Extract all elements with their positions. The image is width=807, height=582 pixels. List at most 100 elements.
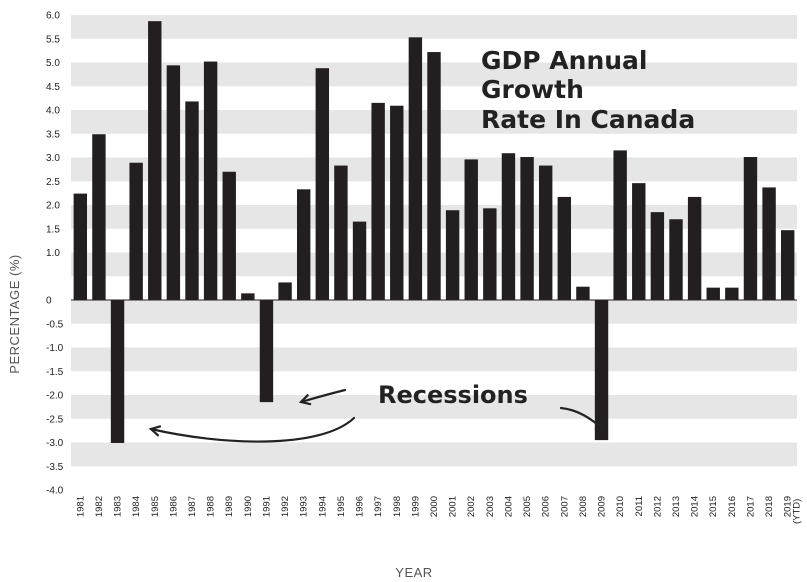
- arrow-to-1991: [301, 388, 347, 402]
- y-tick-label: -1.0: [46, 343, 64, 354]
- x-tick-label: 1987: [187, 496, 198, 517]
- bar-2018: [762, 187, 776, 300]
- x-tick-label: 1996: [355, 496, 366, 517]
- bar-2005: [520, 157, 534, 300]
- x-tick-label: 2012: [652, 496, 663, 517]
- x-tick-label: 2009: [597, 496, 608, 517]
- x-axis-label: YEAR: [395, 565, 432, 580]
- x-tick-label: 2014: [690, 496, 701, 517]
- y-tick-label: -2.5: [46, 414, 64, 425]
- bar-2008: [576, 286, 590, 300]
- grid-band: [71, 300, 797, 324]
- bar-2006: [538, 165, 553, 300]
- y-tick-label: 2.0: [46, 201, 60, 212]
- y-tick-label: -4.0: [46, 486, 64, 497]
- y-tick-label: 1.5: [46, 224, 60, 235]
- x-tick-label: 2010: [615, 496, 626, 517]
- bar-1985: [148, 21, 162, 300]
- x-tick-label: 1994: [317, 496, 328, 517]
- bar-1992: [278, 282, 292, 300]
- x-tick-label: 2006: [541, 496, 552, 517]
- y-tick-label: -3.5: [46, 462, 64, 473]
- y-tick-label: -2.0: [46, 391, 64, 402]
- x-tick-label: 1982: [94, 496, 105, 517]
- bar-2013: [669, 219, 683, 300]
- y-tick-label: -0.5: [46, 319, 64, 330]
- x-tick-label: 2007: [559, 496, 570, 517]
- bar-1997: [371, 102, 385, 301]
- y-tick-label: -3.0: [46, 438, 64, 449]
- bar-1987: [185, 101, 199, 300]
- bar-2015: [706, 287, 720, 300]
- y-tick-label: 6.0: [46, 11, 60, 22]
- bar-2019: [780, 230, 795, 300]
- y-axis-ticks: 6.0 5.5 5.0 4.5 4.0 3.5 3.0 2.5 2.0 1.5 1.0 0 -0.5 -1…: [46, 11, 64, 497]
- grid-band: [71, 347, 797, 372]
- bar-2004: [501, 153, 516, 300]
- x-tick-label: 1999: [410, 496, 421, 517]
- x-tick-label: 2019: [783, 496, 794, 517]
- bar-2007: [557, 196, 572, 300]
- bar-1998: [390, 105, 404, 300]
- x-tick-label: 2015: [708, 496, 719, 517]
- chart-title-line-2: Growth: [481, 75, 584, 104]
- y-tick-label: 2.5: [46, 177, 60, 188]
- x-tick-label: 1988: [206, 496, 217, 517]
- x-tick-label: 2008: [578, 496, 589, 517]
- y-tick-label: 3.0: [46, 153, 60, 164]
- bar-1995: [334, 165, 348, 300]
- bar-2010: [613, 150, 627, 301]
- x-tick-label: 2005: [522, 496, 533, 517]
- arrow-to-2009: [559, 406, 605, 430]
- x-tick-label: 2002: [466, 496, 477, 517]
- x-tick-label: 2018: [764, 496, 775, 517]
- bar-1990: [241, 293, 255, 300]
- x-tick-label: 1993: [299, 496, 310, 517]
- bar-2011: [632, 183, 646, 300]
- grid-band: [71, 442, 797, 467]
- y-tick-label: 4.0: [46, 106, 60, 117]
- x-tick-label: 2000: [429, 496, 440, 517]
- bar-1981: [73, 193, 88, 300]
- bar-2012: [650, 212, 665, 300]
- bars: [73, 21, 795, 443]
- bar-2002: [464, 159, 478, 300]
- bar-2014: [687, 196, 702, 300]
- x-tick-label: 2017: [745, 496, 756, 517]
- x-tick-label: 1986: [168, 496, 179, 517]
- bar-2003: [483, 208, 497, 300]
- bar-2001: [445, 210, 460, 300]
- bar-2000: [427, 52, 441, 300]
- arrow-to-1983: [151, 416, 356, 443]
- grid-band: [71, 395, 797, 419]
- grid-band: [71, 15, 797, 39]
- x-tick-label: 2016: [727, 496, 738, 517]
- x-tick-label: 1991: [261, 496, 272, 517]
- bar-1999: [408, 37, 423, 300]
- y-tick-label: 5.0: [46, 58, 60, 69]
- x-tick-label: 1984: [131, 496, 142, 517]
- x-tick-label: 1983: [113, 496, 124, 517]
- x-tick-label: 1998: [392, 496, 403, 517]
- x-tick-label: 1981: [75, 496, 86, 517]
- y-tick-label: 1.0: [46, 248, 60, 259]
- y-tick-label: 0: [46, 296, 52, 307]
- x-tick-label: 2004: [503, 496, 514, 517]
- x-tick-label: 1995: [336, 496, 347, 517]
- bar-1994: [315, 68, 330, 300]
- x-tick-label: 1989: [224, 496, 235, 517]
- bar-2017: [743, 157, 758, 300]
- bar-1986: [166, 65, 181, 300]
- bar-1993: [296, 189, 311, 300]
- x-tick-label: 2011: [634, 496, 645, 516]
- bar-1983: [110, 300, 125, 443]
- recession-arrows: [151, 388, 605, 443]
- x-tick-label: 2013: [671, 496, 682, 517]
- x-tick-label: 2001: [448, 496, 459, 517]
- bar-2009: [594, 300, 609, 441]
- chart-title-line-1: GDP Annual: [481, 46, 647, 75]
- bar-1982: [92, 134, 106, 300]
- x-axis-ticks: 1981 1982 1983 1984 1985 1986 1987 1988 1989 1990…: [75, 496, 802, 524]
- x-tick-label: 1997: [373, 496, 384, 517]
